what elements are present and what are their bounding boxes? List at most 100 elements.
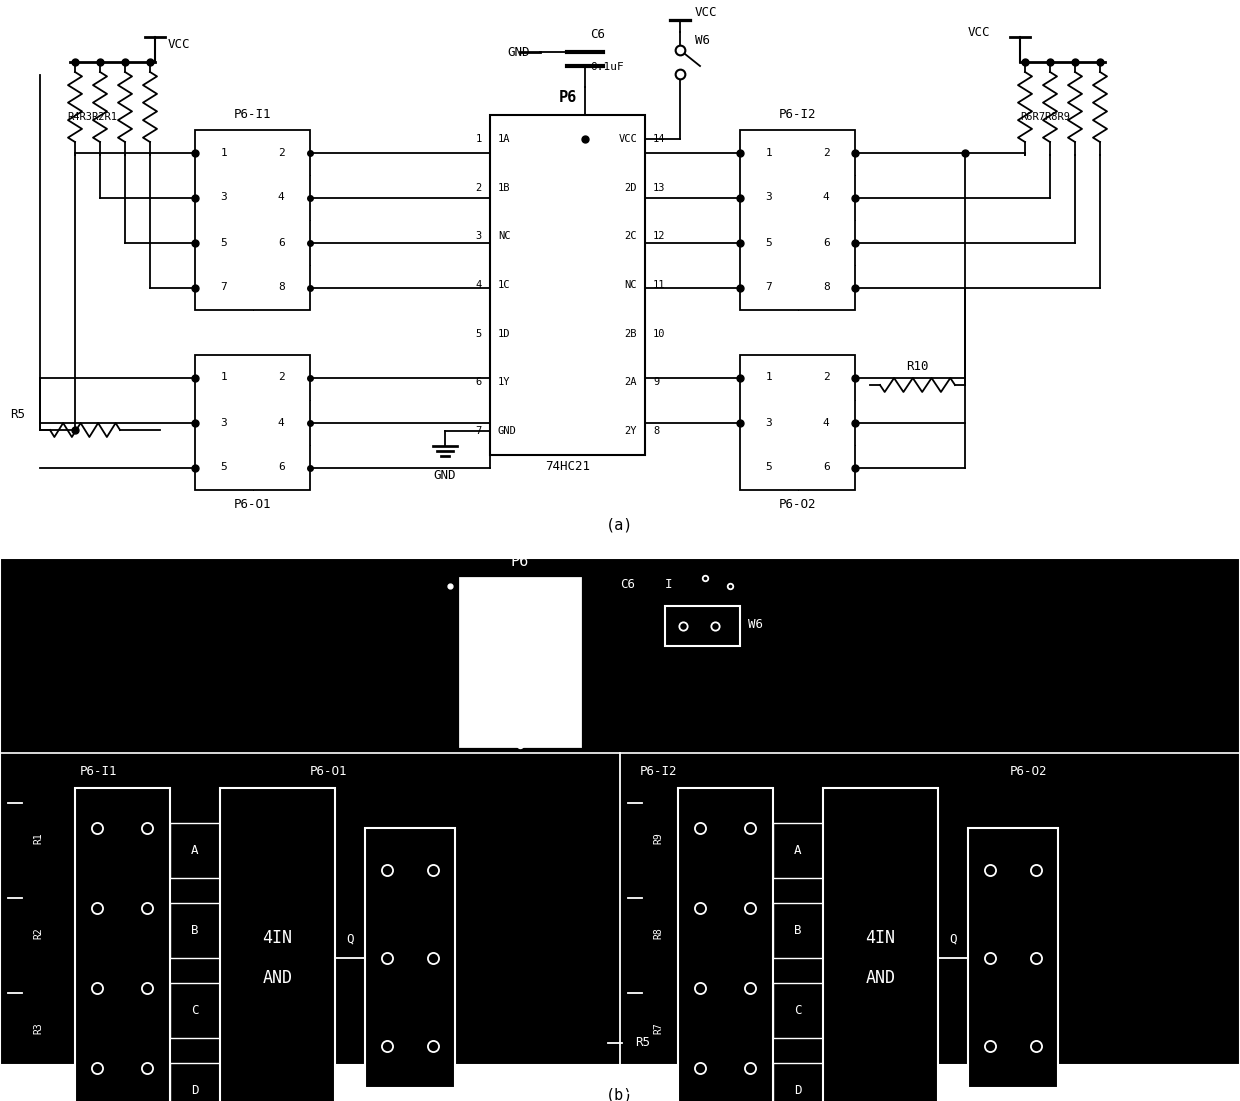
Text: I: I (665, 578, 672, 591)
Text: GND: GND (507, 45, 529, 58)
Text: 1A: 1A (498, 134, 511, 144)
Bar (740, 355, 856, 490)
Text: 4: 4 (278, 193, 285, 203)
Bar (773, 824, 823, 877)
Text: P6: P6 (511, 555, 529, 569)
Text: W6: W6 (748, 618, 763, 631)
Text: VCC: VCC (967, 25, 990, 39)
Text: 5: 5 (221, 462, 227, 472)
Text: D: D (191, 1084, 198, 1097)
Text: 5: 5 (221, 238, 227, 248)
Text: 8: 8 (278, 283, 285, 293)
Text: NC: NC (498, 231, 511, 241)
Text: 4IN: 4IN (866, 929, 895, 947)
Text: R7: R7 (653, 1022, 663, 1034)
Text: 1: 1 (765, 148, 773, 157)
Bar (490, 115, 645, 455)
Bar (170, 983, 219, 1038)
Text: 1: 1 (476, 134, 482, 144)
Text: 1Y: 1Y (498, 378, 511, 388)
Bar (773, 1062, 823, 1101)
Text: 1: 1 (221, 148, 227, 157)
Text: NC: NC (625, 280, 637, 290)
Bar (74, 788, 170, 1101)
Text: 0.1uF: 0.1uF (590, 62, 624, 72)
Text: 6: 6 (278, 238, 285, 248)
Text: 2: 2 (823, 372, 830, 382)
Text: AND: AND (263, 969, 293, 986)
Text: Q: Q (346, 933, 353, 946)
Text: P6-I1: P6-I1 (234, 109, 272, 121)
Text: P6-O1: P6-O1 (310, 765, 347, 778)
Text: B: B (191, 924, 198, 937)
Bar (0, 558, 1240, 1065)
Text: 3: 3 (221, 417, 227, 427)
Text: AND: AND (866, 969, 895, 986)
Text: 3: 3 (765, 417, 773, 427)
Text: 1D: 1D (498, 328, 511, 339)
Text: D: D (795, 1084, 802, 1097)
Text: 7: 7 (765, 283, 773, 293)
Bar (0, 558, 1240, 1065)
Text: 2A: 2A (625, 378, 637, 388)
Bar (365, 828, 455, 1088)
Bar (773, 903, 823, 958)
Text: VCC: VCC (167, 37, 191, 51)
Bar (170, 903, 219, 958)
Text: 2C: 2C (625, 231, 637, 241)
Text: P6-I2: P6-I2 (640, 765, 677, 778)
Text: (a): (a) (606, 517, 634, 533)
Text: P6-I1: P6-I1 (81, 765, 118, 778)
Text: Q: Q (950, 933, 957, 946)
Bar (219, 788, 335, 1101)
Text: P6-O2: P6-O2 (1011, 765, 1048, 778)
Text: R5: R5 (635, 1036, 650, 1049)
Text: 2D: 2D (625, 183, 637, 193)
Text: 14: 14 (653, 134, 666, 144)
Bar (170, 1062, 219, 1101)
Text: 6: 6 (278, 462, 285, 472)
Text: 12: 12 (653, 231, 666, 241)
Bar (665, 606, 740, 646)
Text: W6: W6 (694, 33, 711, 46)
Text: 4: 4 (476, 280, 482, 290)
Text: 7: 7 (476, 426, 482, 436)
Text: 1: 1 (221, 372, 227, 382)
Text: 2: 2 (278, 148, 285, 157)
Bar (823, 788, 937, 1101)
Text: R1: R1 (33, 832, 43, 843)
Text: P6-O1: P6-O1 (234, 499, 272, 512)
Text: (b): (b) (606, 1088, 634, 1101)
Text: A: A (191, 844, 198, 857)
Text: 1B: 1B (498, 183, 511, 193)
Text: R3: R3 (33, 1022, 43, 1034)
Text: 3: 3 (221, 193, 227, 203)
Text: R10: R10 (905, 360, 929, 373)
Text: 2Y: 2Y (625, 426, 637, 436)
Text: C: C (795, 1004, 802, 1017)
Text: R9: R9 (653, 832, 663, 843)
Text: 8: 8 (653, 426, 660, 436)
Bar (678, 788, 773, 1101)
Text: 6: 6 (823, 462, 830, 472)
Text: 7: 7 (221, 283, 227, 293)
Text: 10: 10 (653, 328, 666, 339)
Text: 2: 2 (278, 372, 285, 382)
Text: 1C: 1C (498, 280, 511, 290)
Text: C6: C6 (620, 578, 635, 591)
Text: 4: 4 (823, 193, 830, 203)
Text: 74HC21: 74HC21 (546, 460, 590, 473)
Text: A: A (795, 844, 802, 857)
Text: C6: C6 (590, 28, 605, 41)
Text: 13: 13 (653, 183, 666, 193)
Text: R5: R5 (10, 408, 25, 422)
Text: R6R7R8R9: R6R7R8R9 (1021, 112, 1070, 122)
Text: 5: 5 (476, 328, 482, 339)
Text: GND: GND (434, 469, 456, 482)
Text: 9: 9 (653, 378, 660, 388)
Text: 5: 5 (765, 462, 773, 472)
Text: 5: 5 (765, 238, 773, 248)
Text: 4: 4 (823, 417, 830, 427)
Text: B: B (795, 924, 802, 937)
Text: P6-O2: P6-O2 (779, 499, 816, 512)
